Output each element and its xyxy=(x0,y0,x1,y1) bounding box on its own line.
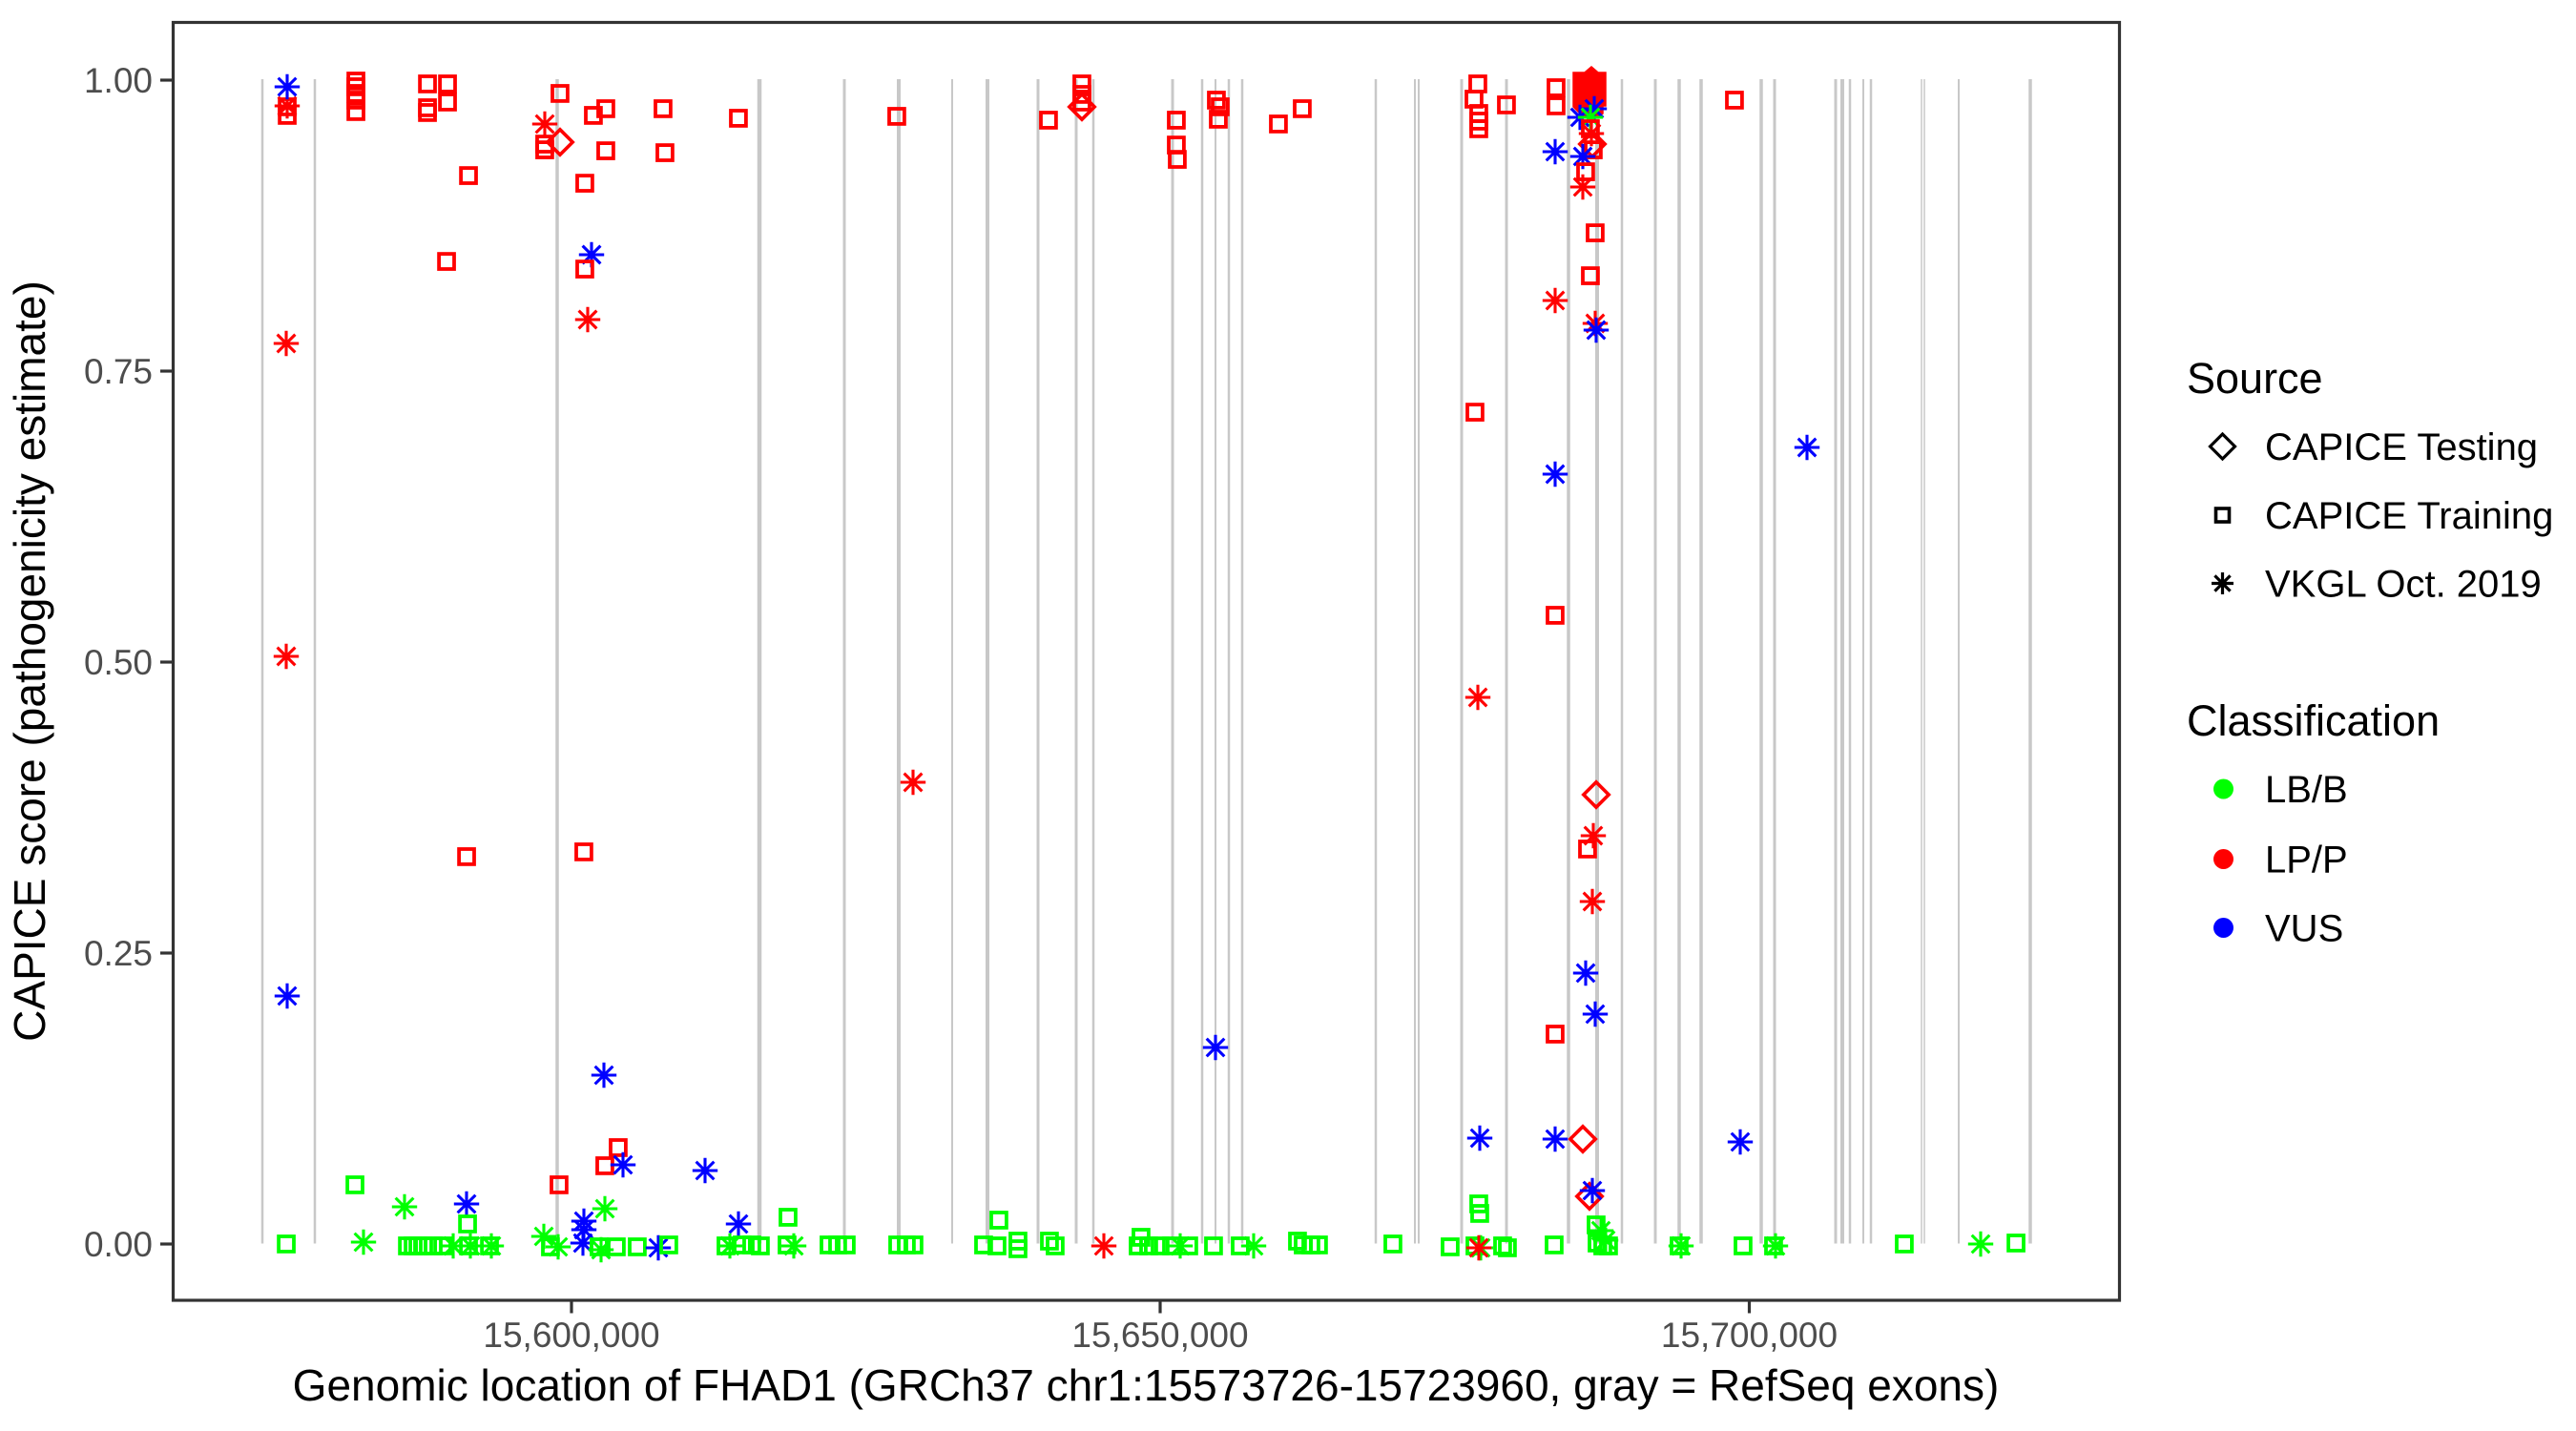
svg-text:LB/B: LB/B xyxy=(2265,769,2348,811)
svg-text:0.25: 0.25 xyxy=(84,934,153,973)
svg-text:0.50: 0.50 xyxy=(84,643,153,682)
svg-text:0.00: 0.00 xyxy=(84,1225,153,1264)
svg-text:Genomic location of FHAD1 (GRC: Genomic location of FHAD1 (GRCh37 chr1:1… xyxy=(293,1360,2000,1410)
svg-text:CAPICE Testing: CAPICE Testing xyxy=(2265,426,2538,468)
svg-text:0.75: 0.75 xyxy=(84,352,153,391)
svg-text:CAPICE Training: CAPICE Training xyxy=(2265,495,2553,537)
svg-text:1.00: 1.00 xyxy=(84,61,153,100)
svg-text:VKGL Oct. 2019: VKGL Oct. 2019 xyxy=(2265,564,2542,606)
svg-text:15,700,000: 15,700,000 xyxy=(1661,1316,1838,1355)
svg-text:VUS: VUS xyxy=(2265,908,2343,950)
svg-text:CAPICE score (pathogenicity es: CAPICE score (pathogenicity estimate) xyxy=(5,280,54,1042)
svg-text:Source: Source xyxy=(2187,354,2323,403)
svg-text:Classification: Classification xyxy=(2187,696,2440,745)
svg-text:LP/P: LP/P xyxy=(2265,840,2348,881)
svg-text:15,600,000: 15,600,000 xyxy=(483,1316,659,1355)
svg-text:15,650,000: 15,650,000 xyxy=(1071,1316,1248,1355)
